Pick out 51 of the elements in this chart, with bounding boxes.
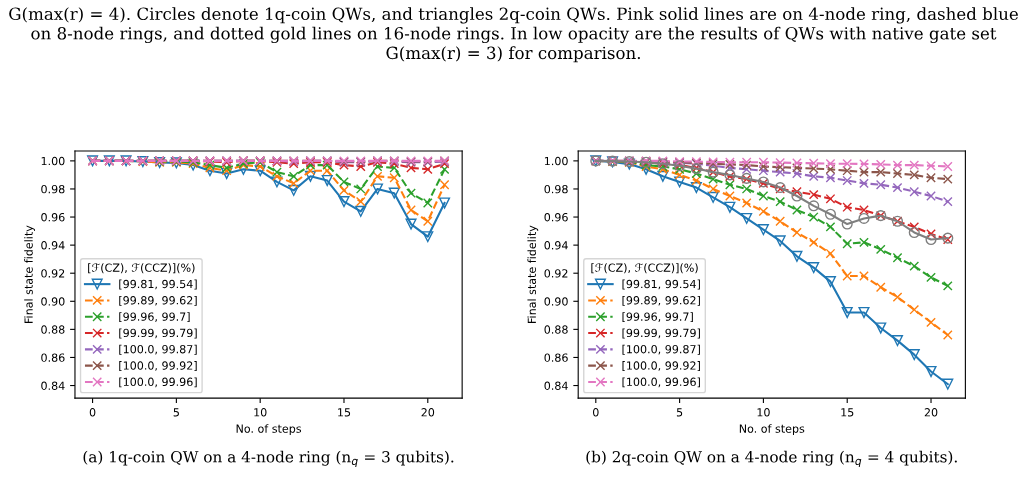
y-tick-label: 1.00 <box>41 156 65 166</box>
y-tick-label: 0.98 <box>41 184 65 194</box>
y-tick-label: 0.96 <box>41 213 65 222</box>
legend-label: [100.0, 99.92] <box>119 361 197 372</box>
y-tick-label: 0.88 <box>544 325 568 334</box>
y-tick-label: 0.88 <box>41 325 65 334</box>
x-tick-label: 10 <box>254 408 267 417</box>
x-tick-label: 10 <box>757 408 770 417</box>
x-tick-label: 20 <box>421 408 435 417</box>
y-tick-label: 0.92 <box>41 269 65 278</box>
legend-title: [ℱ(CZ), ℱ(CCZ)](%) <box>88 263 195 274</box>
legend-label: [99.96, 99.7] <box>119 312 190 323</box>
y-tick-label: 0.94 <box>41 241 65 250</box>
y-tick-label: 0.86 <box>41 353 65 362</box>
legend-label: [99.89, 99.62] <box>622 295 700 306</box>
y-tick-label: 0.96 <box>544 213 568 222</box>
legend-label: [100.0, 99.96] <box>622 377 700 388</box>
x-tick-label: 15 <box>338 408 351 417</box>
text: G(max(r) = 4). Circles denote 1q-coin QWs, and triangles 2q-coin QWs. Pink solid lines are on 4-node ring, dashed blue on 8-node rings, and dotted gold lines on 16-node rings. In low opacity are the results of QWs with native gate set G(max(r) = 3) for comparison. <box>9 7 1018 63</box>
x-axis-title: No. of steps <box>236 424 302 435</box>
y-tick-label: 0.86 <box>544 353 568 362</box>
y-tick-label: 0.90 <box>41 297 65 306</box>
y-tick-label: 0.90 <box>544 297 568 306</box>
x-tick-label: 20 <box>924 408 938 417</box>
x-axis-title: No. of steps <box>739 424 805 435</box>
legend-label: [100.0, 99.87] <box>119 344 197 355</box>
x-tick-label: 5 <box>173 408 179 417</box>
y-tick-label: 0.92 <box>544 269 568 278</box>
text: (b) 2q-coin QW on a 4-node ring (n$_{q}$ = 4 qubits). <box>586 450 957 468</box>
legend-label: [99.81, 99.54] <box>622 279 700 290</box>
legend-label: [99.89, 99.62] <box>119 295 197 306</box>
legend-label: [99.96, 99.7] <box>622 312 693 323</box>
y-tick-label: 0.84 <box>41 381 65 390</box>
legend-label: [100.0, 99.87] <box>622 344 700 355</box>
y-axis-title: Final state fidelity <box>24 225 35 323</box>
legend-title: [ℱ(CZ), ℱ(CCZ)](%) <box>591 263 698 274</box>
legend-label: [99.81, 99.54] <box>119 279 197 290</box>
x-tick-label: 15 <box>841 408 854 417</box>
y-tick-label: 0.94 <box>544 241 568 250</box>
legend-label: [100.0, 99.92] <box>622 361 700 372</box>
y-tick-label: 0.98 <box>544 184 568 194</box>
y-tick-label: 0.84 <box>544 381 568 390</box>
y-axis-title: Final state fidelity <box>527 225 539 323</box>
legend-label: [99.99, 99.79] <box>622 328 700 339</box>
x-tick-label: 0 <box>593 408 599 417</box>
text: (a) 1q-coin QW on a 4-node ring (n$_{q}$ = 3 qubits). <box>83 450 454 468</box>
x-tick-label: 0 <box>89 408 96 417</box>
y-tick-label: 1.00 <box>544 156 568 166</box>
legend-label: [100.0, 99.96] <box>119 377 197 388</box>
legend-label: [99.99, 99.79] <box>119 328 197 339</box>
x-tick-label: 5 <box>676 408 683 417</box>
